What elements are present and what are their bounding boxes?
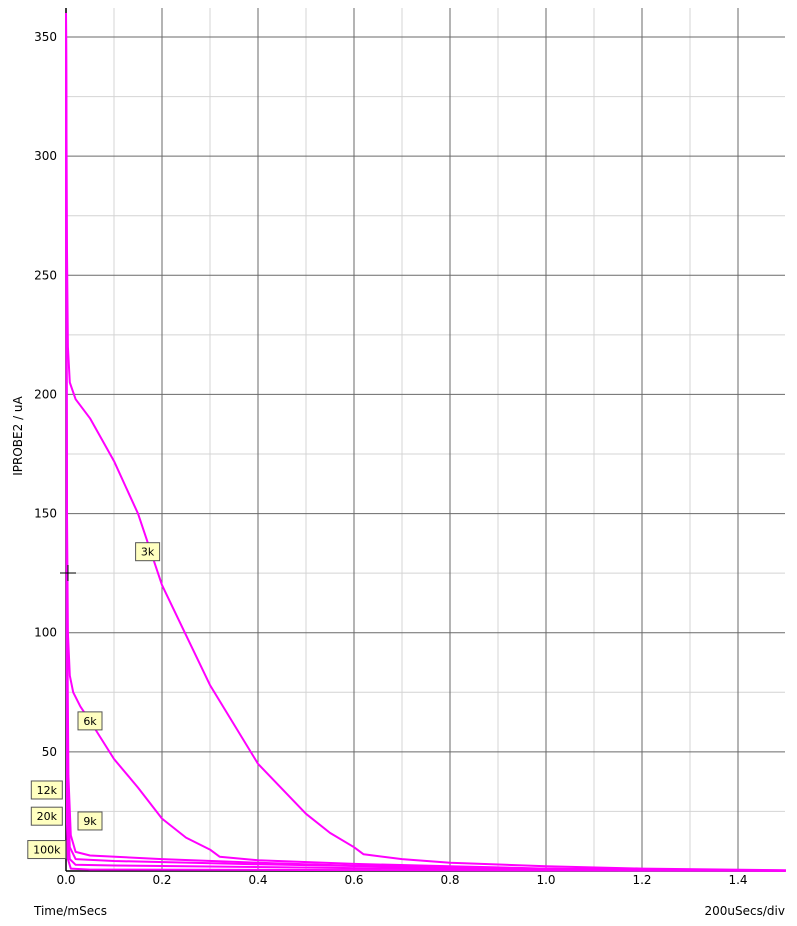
y-tick-labels: 50 100 150 200 250 300 350	[34, 30, 57, 759]
y-axis-title: IPROBE2 / uA	[11, 395, 25, 475]
x-axis-title: Time/mSecs	[33, 904, 107, 918]
minor-grid	[66, 8, 785, 871]
curve-label-20k: 20k	[30, 806, 63, 826]
y-tick-label: 350	[34, 30, 57, 44]
x-scale-note: 200uSecs/div	[705, 904, 785, 918]
curves	[65, 13, 787, 872]
curve-100k	[65, 13, 787, 872]
curve-9k	[65, 13, 787, 872]
curve-label-text: 9k	[83, 815, 97, 828]
y-tick-label: 150	[34, 507, 57, 521]
curve-6k	[65, 13, 787, 872]
major-grid	[65, 8, 785, 872]
x-tick-label: 0.8	[440, 873, 459, 887]
curve-20k	[65, 13, 787, 872]
x-tick-label: 0.0	[56, 873, 75, 887]
x-tick-labels: 0.0 0.2 0.4 0.6 0.8 1.0 1.2 1.4	[56, 873, 747, 887]
x-tick-label: 0.6	[344, 873, 363, 887]
crosshair-cursor-icon	[60, 565, 76, 581]
curve-label-text: 20k	[37, 810, 58, 823]
y-tick-label: 250	[34, 268, 57, 282]
x-tick-label: 1.2	[632, 873, 651, 887]
curve-label-box	[27, 840, 67, 860]
x-tick-label: 0.4	[248, 873, 267, 887]
x-tick-label: 0.2	[152, 873, 171, 887]
curve-label-text: 100k	[33, 844, 61, 857]
y-tick-label: 300	[34, 149, 57, 163]
curve-label-box	[77, 811, 103, 831]
curve-label-text: 12k	[37, 784, 58, 797]
curve-label-3k: 3k	[135, 542, 161, 562]
curve-12k	[65, 13, 787, 872]
x-tick-label: 1.0	[536, 873, 555, 887]
curve-label-6k: 6k	[77, 711, 103, 731]
y-tick-label: 50	[42, 745, 57, 759]
curve-3k	[65, 13, 787, 872]
y-tick-label: 100	[34, 626, 57, 640]
curve-label-text: 6k	[83, 715, 97, 728]
curve-labels: 3k 6k 9k 12k 20k 100k	[27, 542, 161, 860]
curve-label-box	[77, 711, 103, 731]
curve-label-box	[30, 806, 63, 826]
curve-label-text: 3k	[141, 546, 155, 559]
x-tick-label: 1.4	[728, 873, 747, 887]
curve-label-box	[135, 542, 161, 562]
y-tick-label: 200	[34, 387, 57, 401]
curve-label-9k: 9k	[77, 811, 103, 831]
curve-label-100k: 100k	[27, 840, 67, 860]
curve-label-box	[30, 780, 63, 800]
curve-label-12k: 12k	[30, 780, 63, 800]
